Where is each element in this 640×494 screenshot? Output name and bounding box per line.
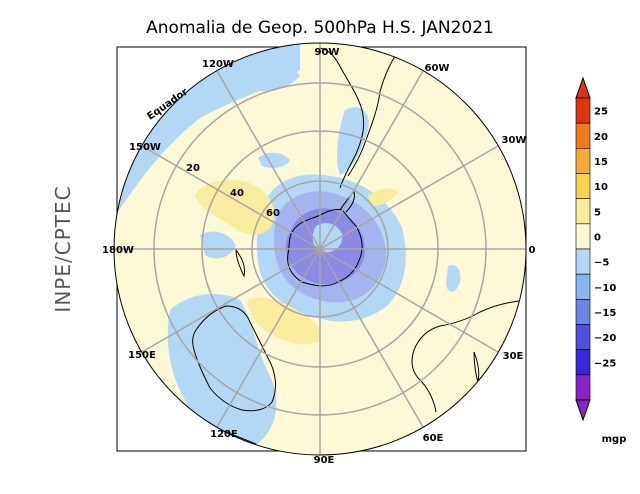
positive-region-south-pacific bbox=[195, 179, 275, 235]
lon-label-30e: 30E bbox=[503, 351, 524, 362]
coastline-south-america-east bbox=[347, 47, 401, 177]
negative-region-upper-lobe bbox=[337, 107, 369, 175]
colorbar-segment bbox=[575, 248, 591, 275]
negative-region-atlantic bbox=[446, 264, 461, 293]
meridian-150w-30e bbox=[141, 145, 499, 353]
positive-region-indian bbox=[247, 297, 322, 345]
lon-label-180w: 180W bbox=[102, 245, 134, 256]
colorbar-unit: mgp bbox=[602, 434, 627, 445]
colorbar: 25 20 15 10 5 0 −5 −10 −15 −20 −25 bbox=[575, 76, 616, 422]
colorbar-segment bbox=[575, 299, 591, 325]
colorbar-tick-label: 10 bbox=[594, 182, 608, 193]
colorbar-tick-label: −20 bbox=[594, 333, 616, 344]
positive-region-scotia bbox=[368, 188, 398, 206]
colorbar-top-arrow bbox=[575, 76, 591, 99]
lon-label-0: 0 bbox=[529, 245, 536, 256]
negative-region-west bbox=[200, 231, 236, 259]
colorbar-segment bbox=[575, 223, 591, 250]
colorbar-tick-label: −15 bbox=[594, 308, 616, 319]
colorbar-tick-label: −10 bbox=[594, 283, 616, 294]
colorbar-tick-label: 5 bbox=[594, 207, 601, 218]
colorbar-segment bbox=[575, 198, 591, 225]
colorbar-segment bbox=[575, 122, 591, 149]
lat-label-20: 20 bbox=[186, 163, 200, 174]
lon-label-30w: 30W bbox=[502, 135, 527, 146]
coastline-antarctic-peninsula bbox=[339, 191, 355, 213]
colorbar-tick-label: 15 bbox=[594, 157, 608, 168]
coastline-south-america bbox=[319, 47, 365, 189]
colorbar-tick-label: 20 bbox=[594, 132, 608, 143]
colorbar-tick-label: 0 bbox=[594, 232, 601, 243]
lon-label-150e: 150E bbox=[128, 350, 156, 361]
colorbar-segment bbox=[575, 349, 591, 376]
lon-label-120w: 120W bbox=[202, 59, 234, 70]
colorbar-tick-label: −25 bbox=[594, 358, 616, 369]
lon-label-60w: 60W bbox=[425, 63, 450, 74]
lon-label-60e: 60E bbox=[423, 433, 444, 444]
colorbar-bottom-arrow bbox=[575, 399, 591, 422]
map-title: Anomalia de Geop. 500hPa H.S. JAN2021 bbox=[146, 18, 494, 38]
anomaly-field bbox=[114, 43, 526, 455]
colorbar-tick-label: −5 bbox=[594, 258, 609, 269]
colorbar-segment bbox=[575, 273, 591, 300]
colorbar-segment bbox=[575, 97, 591, 124]
coastline-antarctica bbox=[287, 209, 363, 287]
lat-label-60: 60 bbox=[266, 208, 280, 219]
lat-label-40: 40 bbox=[230, 188, 244, 199]
colorbar-tick-label: 25 bbox=[594, 107, 608, 118]
lon-label-90e: 90E bbox=[314, 455, 335, 466]
lon-label-150w: 150W bbox=[129, 142, 161, 153]
colorbar-segment bbox=[575, 173, 591, 199]
colorbar-segment bbox=[575, 374, 591, 401]
coastline-new-zealand bbox=[235, 248, 245, 278]
colorbar-segment bbox=[575, 324, 591, 350]
map-disk-outline bbox=[113, 42, 527, 456]
lon-label-120e: 120E bbox=[210, 429, 238, 440]
institution-label: INPE/CPTEC bbox=[51, 185, 75, 312]
colorbar-segment bbox=[575, 148, 591, 174]
negative-region-pacific-n bbox=[240, 59, 300, 92]
lon-label-90w: 90W bbox=[315, 47, 340, 58]
graticule bbox=[114, 43, 526, 455]
coastline-africa bbox=[411, 299, 526, 413]
